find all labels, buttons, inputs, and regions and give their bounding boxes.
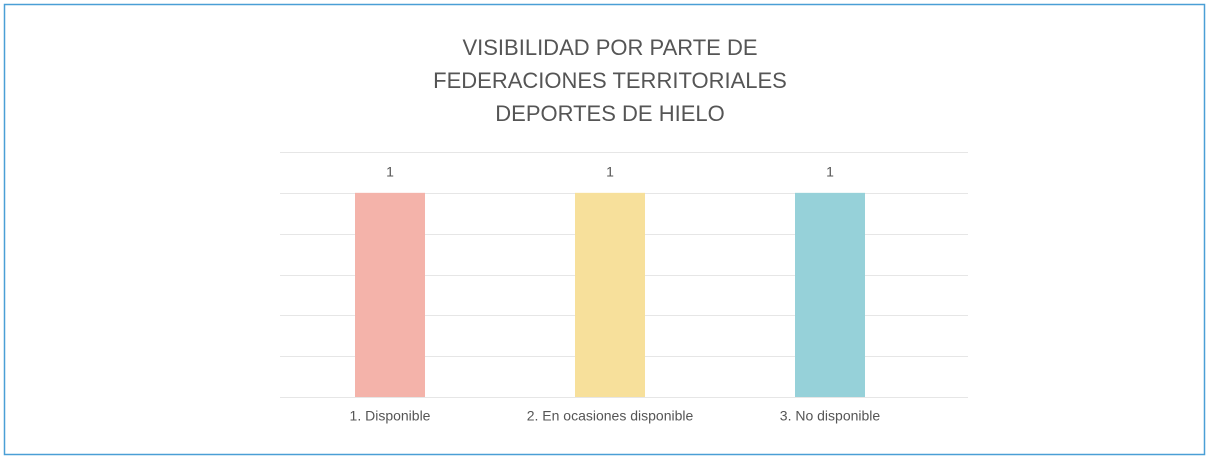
bar	[795, 192, 865, 397]
chart-title: FEDERACIONES TERRITORIALES	[433, 68, 787, 93]
x-tick-label: 2. En ocasiones disponible	[527, 408, 694, 424]
value-label: 1	[386, 164, 394, 180]
x-tick-label: 1. Disponible	[350, 408, 431, 424]
value-label: 1	[826, 164, 834, 180]
chart-title: DEPORTES DE HIELO	[495, 101, 724, 126]
frame	[3, 3, 1206, 456]
bar	[355, 192, 425, 397]
chart-title: VISIBILIDAD POR PARTE DE	[462, 35, 757, 60]
value-label: 1	[606, 164, 614, 180]
x-tick-label: 3. No disponible	[780, 408, 881, 424]
bar	[575, 192, 645, 397]
